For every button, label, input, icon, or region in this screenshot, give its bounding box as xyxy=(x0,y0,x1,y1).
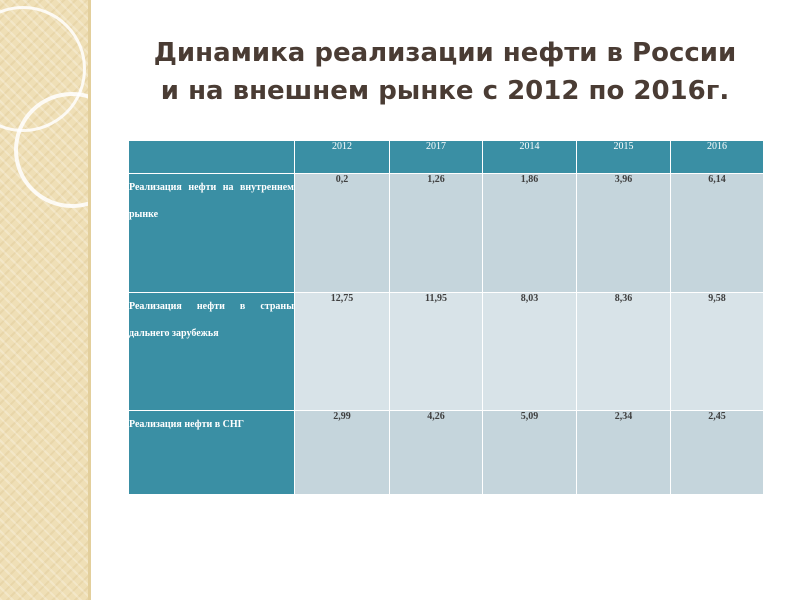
table-cell: 9,58 xyxy=(670,292,764,411)
table-row: Реализация нефти на внутреннем рынке 0,2… xyxy=(128,173,764,293)
table-cell: 6,14 xyxy=(670,173,764,293)
row-label: Реализация нефти в СНГ xyxy=(128,410,295,495)
table-cell: 8,36 xyxy=(576,292,671,411)
column-header: 2017 xyxy=(389,140,483,174)
table-cell: 1,26 xyxy=(389,173,483,293)
table-row: Реализация нефти в СНГ 2,99 4,26 5,09 2,… xyxy=(128,410,764,495)
table-cell: 5,09 xyxy=(482,410,577,495)
column-header: 2015 xyxy=(576,140,671,174)
decorative-side-band xyxy=(0,0,88,600)
table-cell: 3,96 xyxy=(576,173,671,293)
oil-sales-table: 2012 2017 2014 2015 2016 Реализация нефт… xyxy=(128,140,764,495)
table-header-row: 2012 2017 2014 2015 2016 xyxy=(128,140,764,174)
column-header: 2016 xyxy=(670,140,764,174)
table-cell: 2,34 xyxy=(576,410,671,495)
table-cell: 4,26 xyxy=(389,410,483,495)
table-cell: 1,86 xyxy=(482,173,577,293)
slide-title: Динамика реализации нефти в России и на … xyxy=(120,34,770,110)
band-divider xyxy=(88,0,91,600)
column-header: 2014 xyxy=(482,140,577,174)
table-cell: 8,03 xyxy=(482,292,577,411)
table-cell: 2,99 xyxy=(294,410,390,495)
table-row: Реализация нефти в страны дальнего заруб… xyxy=(128,292,764,411)
column-header: 2012 xyxy=(294,140,390,174)
table-cell: 11,95 xyxy=(389,292,483,411)
row-label: Реализация нефти на внутреннем рынке xyxy=(128,173,295,293)
table-corner-cell xyxy=(128,140,295,174)
slide-title-line-1: Динамика реализации нефти в России xyxy=(153,38,737,68)
row-label: Реализация нефти в страны дальнего заруб… xyxy=(128,292,295,411)
table-cell: 2,45 xyxy=(670,410,764,495)
table-cell: 0,2 xyxy=(294,173,390,293)
table-cell: 12,75 xyxy=(294,292,390,411)
slide-title-line-2: и на внешнем рынке с 2012 по 2016г. xyxy=(160,76,730,106)
